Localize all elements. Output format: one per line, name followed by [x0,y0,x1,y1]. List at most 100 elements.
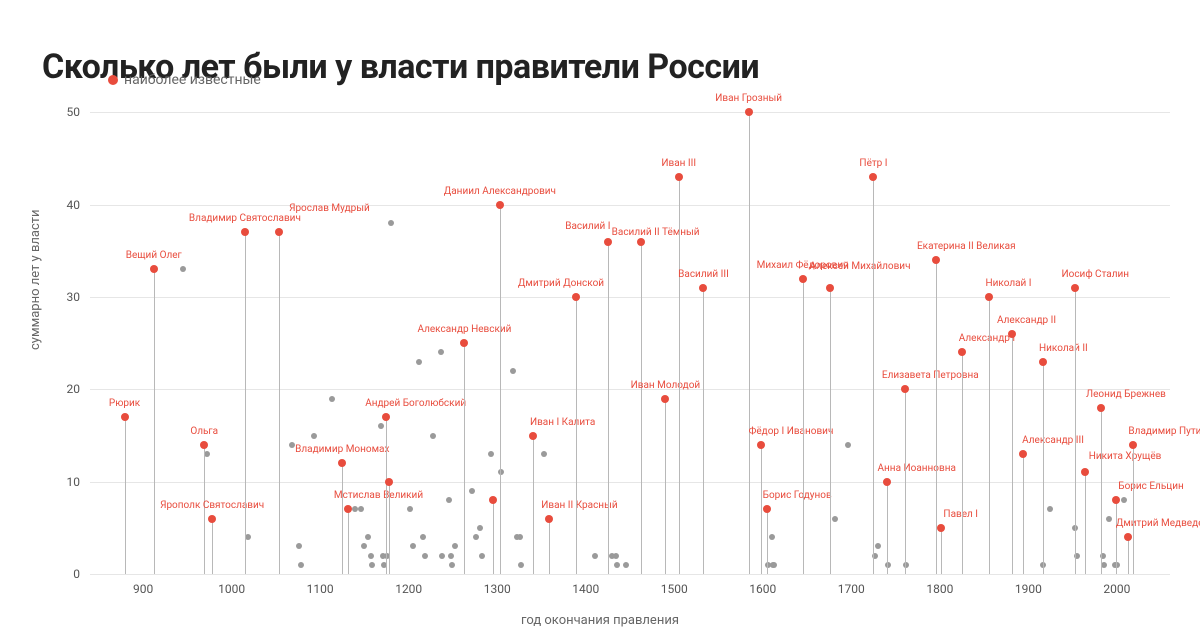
point-label: Иван II Красный [541,500,617,513]
y-tick-label: 0 [73,567,80,581]
labeled-dot [901,385,909,393]
point-label: Борис Ельцин [1118,481,1183,494]
labeled-dot [489,496,497,504]
labeled-dot [1124,533,1132,541]
point-label: Дмитрий Донской [518,278,604,291]
stem [342,463,343,574]
gridline [90,482,1170,483]
stem [389,482,390,574]
stem [941,528,942,574]
scatter-dot [378,423,384,429]
scatter-dot [416,359,422,365]
point-label: Вещий Олег [126,250,182,263]
point-label: Николай I [986,278,1032,291]
scatter-dot [369,562,375,568]
x-tick-label: 1900 [1015,582,1042,596]
scatter-dot [623,562,629,568]
labeled-dot [799,275,807,283]
labeled-dot [1097,404,1105,412]
scatter-dot [439,553,445,559]
stem [1133,445,1134,574]
point-label: Николай II [1039,343,1088,356]
plot-area: 0102030405090010001100120013001400150016… [90,94,1170,574]
labeled-dot [604,238,612,246]
scatter-dot [875,543,881,549]
point-label: Ярослав Мудрый [289,203,370,216]
stem [1023,454,1024,574]
x-tick-label: 1700 [838,582,865,596]
y-tick-label: 50 [67,105,81,119]
scatter-dot [298,562,304,568]
point-label: Павел I [943,509,978,522]
scatter-dot [361,543,367,549]
x-tick-label: 1100 [307,582,334,596]
scatter-dot [368,553,374,559]
scatter-dot [329,396,335,402]
scatter-dot [352,506,358,512]
stem [386,417,387,574]
point-label: Владимир Святославич [189,213,301,226]
labeled-dot [121,413,129,421]
scatter-dot [473,534,479,540]
x-tick-label: 1000 [218,582,245,596]
scatter-dot [517,534,523,540]
scatter-dot [469,488,475,494]
labeled-dot [757,441,765,449]
labeled-dot [1008,330,1016,338]
stem [962,352,963,574]
legend-label: наиболее известные [124,72,261,88]
scatter-dot [311,433,317,439]
labeled-dot [675,173,683,181]
scatter-dot [420,534,426,540]
stem [887,482,888,574]
point-label: Ольга [190,426,218,439]
point-label: Елизавета Петровна [882,370,979,383]
scatter-dot [510,368,516,374]
stem [749,112,750,574]
point-label: Борис Годунов [763,490,832,503]
labeled-dot [338,459,346,467]
stem [1128,537,1129,574]
labeled-dot [958,348,966,356]
scatter-dot [448,553,454,559]
stem [1043,362,1044,574]
labeled-dot [763,505,771,513]
scatter-dot [407,506,413,512]
scatter-dot [832,516,838,522]
stem [464,343,465,574]
scatter-dot [422,553,428,559]
labeled-dot [545,515,553,523]
stem [576,297,577,574]
scatter-dot [1121,497,1127,503]
scatter-dot [289,442,295,448]
stem [873,177,874,574]
scatter-dot [613,553,619,559]
labeled-dot [150,265,158,273]
labeled-dot [208,515,216,523]
labeled-dot [869,173,877,181]
labeled-dot [572,293,580,301]
point-label: Владимир Мономах [295,444,389,457]
stem [767,509,768,574]
point-label: Фёдор I Иванович [749,426,834,439]
stem [348,509,349,574]
stem [549,519,550,574]
point-label: Мстислав Великий [334,490,423,503]
point-label: Анна Иоанновна [878,463,956,476]
legend: наиболее известные [108,72,261,88]
point-label: Иван III [661,158,696,171]
scatter-dot [410,543,416,549]
stem [1012,334,1013,574]
labeled-dot [1081,468,1089,476]
labeled-dot [745,108,753,116]
scatter-dot [358,506,364,512]
gridline [90,574,1170,575]
scatter-dot [365,534,371,540]
labeled-dot [241,228,249,236]
y-axis-label: суммарно лет у власти [28,209,43,350]
labeled-dot [699,284,707,292]
stem [608,242,609,574]
labeled-dot [1129,441,1137,449]
scatter-dot [245,534,251,540]
point-label: Пётр I [859,158,887,171]
